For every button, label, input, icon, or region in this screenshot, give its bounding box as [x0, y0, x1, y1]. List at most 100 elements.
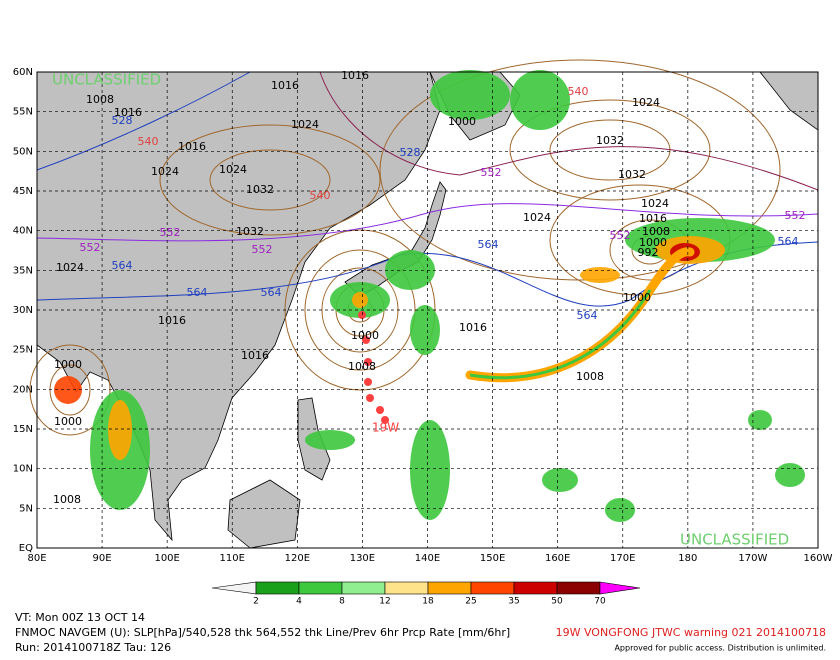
thickness-line [36, 203, 819, 242]
slp-label: 1000 [623, 291, 651, 304]
lon-label: 130E [350, 553, 375, 564]
lat-label: 60N [13, 67, 33, 78]
lon-label: 120E [285, 553, 310, 564]
slp-label: 1008 [86, 93, 114, 106]
map: 1016101610161016101610161016101610081008… [29, 59, 819, 549]
isobar [509, 99, 711, 201]
land-borneo [227, 479, 301, 549]
precip-area [108, 400, 132, 460]
warning: 19W VONGFONG JTWC warning 021 2014100718 [556, 626, 826, 639]
lon-label: 140E [415, 553, 440, 564]
thickness-label: 564 [187, 286, 208, 299]
slp-label: 1016 [114, 106, 142, 119]
slp-label: 1032 [246, 183, 274, 196]
precip-area [305, 430, 355, 450]
colorbar-segment [427, 581, 472, 595]
colorbar-label: 8 [339, 597, 345, 607]
storm-track-point [381, 416, 389, 424]
lat-label: 15N [13, 424, 33, 435]
slp-label: 1032 [236, 225, 264, 238]
precip-area [410, 305, 440, 355]
storm-track-point [364, 378, 372, 386]
lat-label: 20N [13, 384, 33, 395]
run-info: Run: 2014100718Z Tau: 126 [15, 641, 171, 654]
slp-label: 992 [638, 246, 659, 259]
thickness-line [36, 71, 251, 171]
colorbar-label: 12 [379, 597, 390, 607]
colorbar-label: 18 [422, 597, 434, 607]
slp-label: 1024 [641, 197, 669, 210]
slp-label: 1032 [596, 134, 624, 147]
isobar [29, 344, 111, 436]
lon-label: 170E [610, 553, 635, 564]
lon-label: 170W [738, 553, 767, 564]
thickness-label: 540 [568, 85, 589, 98]
precip-area [54, 376, 82, 404]
slp-label: 1008 [53, 493, 81, 506]
thickness-label: 540 [310, 189, 331, 202]
slp-label: 1000 [351, 329, 379, 342]
slp-label: 1000 [639, 236, 667, 249]
thickness-label: 552 [160, 226, 181, 239]
lat-label: 50N [13, 146, 33, 157]
precip-area [410, 420, 450, 520]
slp-label: 1016 [178, 140, 206, 153]
lon-label: 100E [154, 553, 179, 564]
slp-label: 1008 [642, 225, 670, 238]
thickness-label: 552 [80, 241, 101, 254]
watermark: UNCLASSIFIED [52, 71, 161, 89]
colorbar-segment [556, 581, 601, 595]
lat-label: 25N [13, 345, 33, 356]
map-frame [36, 71, 819, 549]
thickness-label: 552 [785, 209, 806, 222]
isobar [379, 59, 781, 281]
approval: Approved for public access. Distribution… [614, 644, 826, 653]
slp-label: 1024 [523, 211, 551, 224]
colorbar-segment [513, 581, 558, 595]
lon-label: 150E [480, 553, 505, 564]
lat-label: 35N [13, 265, 33, 276]
slp-label: 1024 [291, 118, 319, 131]
lat-label: 5N [19, 503, 33, 514]
lon-label: 160E [545, 553, 570, 564]
thickness-label: 552 [610, 229, 631, 242]
slp-label: 1024 [151, 165, 179, 178]
slp-label: 1016 [241, 349, 269, 362]
colorbar-segment [341, 581, 386, 595]
lat-label: 10N [13, 464, 33, 475]
valid-time: VT: Mon 00Z 13 OCT 14 [15, 611, 145, 624]
thickness-line [319, 71, 819, 191]
lon-label: 160W [804, 553, 833, 564]
precip-area [352, 292, 368, 308]
slp-label: 1000 [54, 358, 82, 371]
precip-band [469, 289, 652, 380]
lon-label: 110E [220, 553, 245, 564]
slp-label: 1024 [56, 261, 84, 274]
lat-label: EQ [19, 543, 33, 554]
slp-label: 1016 [158, 314, 186, 327]
lat-label: 55N [13, 107, 33, 118]
colorbar-label: 2 [253, 597, 259, 607]
precipitation [54, 70, 805, 522]
lon-label: 80E [27, 553, 46, 564]
thickness-label: 564 [261, 286, 282, 299]
precip-area [580, 267, 620, 283]
slp-label: 1008 [348, 360, 376, 373]
precip-area [605, 498, 635, 522]
lon-label: 90E [93, 553, 112, 564]
colorbar-label: 70 [594, 597, 606, 607]
colorbar-label: 25 [465, 597, 476, 607]
precip-area [542, 468, 578, 492]
lat-label: 30N [13, 305, 33, 316]
contour-labels: 1016101610161016101610161016101610081008… [53, 69, 806, 506]
isobar [159, 124, 381, 236]
isobar [49, 364, 91, 416]
slp-label: 1008 [576, 370, 604, 383]
slp-label: 1016 [341, 69, 369, 82]
colorbar-segment [298, 581, 343, 595]
thickness-label: 564 [478, 238, 499, 251]
lat-label: 45N [13, 186, 33, 197]
slp-label: 1000 [54, 415, 82, 428]
slp-label: 1024 [219, 163, 247, 176]
